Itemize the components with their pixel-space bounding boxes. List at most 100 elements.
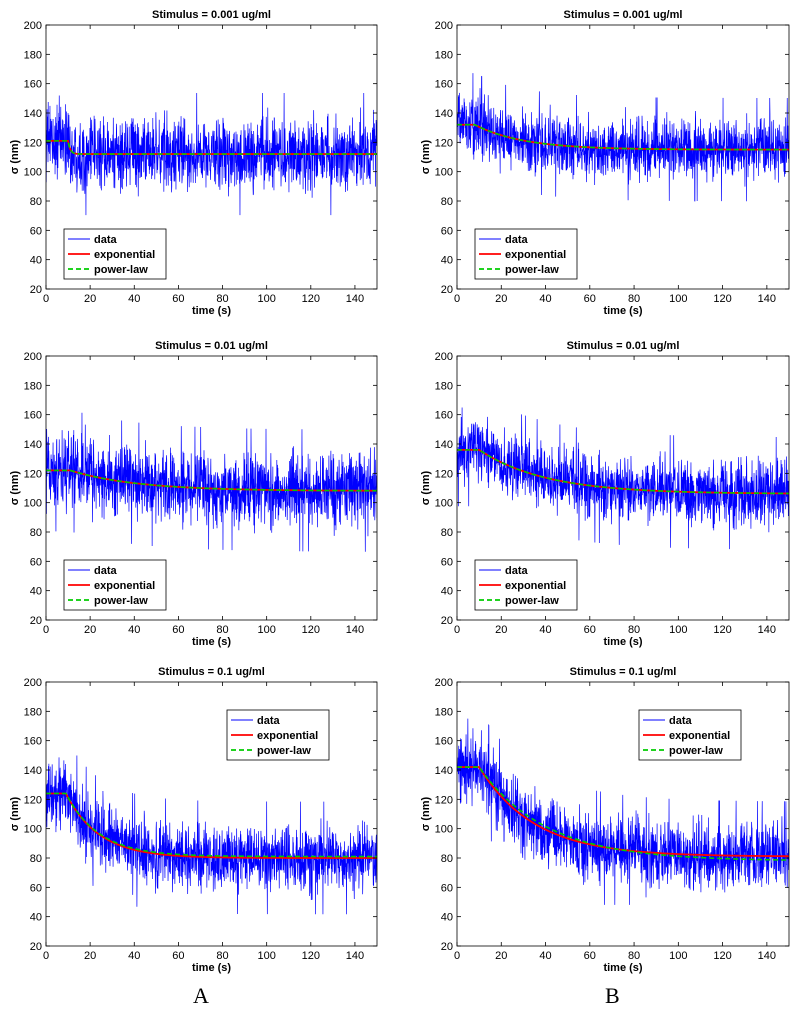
panel-b1-ytick-label: 200 — [435, 20, 453, 32]
panel-a3-ytick-label: 100 — [24, 824, 42, 836]
panel-b1-legend-label-exponential: exponential — [505, 249, 566, 261]
panel-a3-xtick-label: 0 — [43, 950, 49, 962]
panel-b3-legend: data exponential power-law — [638, 709, 742, 761]
panel-a3-ylabel: σ (nm) — [9, 796, 21, 831]
panel-a3-series-power-law — [46, 792, 377, 858]
panel-b1-ytick-label: 120 — [435, 137, 453, 149]
panel-a1-ytick-label: 20 — [30, 284, 42, 296]
panel-b2-ytick-label: 40 — [441, 586, 453, 598]
panel-a3-xtick-label: 60 — [172, 950, 184, 962]
panel-a1-title: Stimulus = 0.001 ug/ml — [152, 9, 271, 21]
panel-b2-ytick-label: 200 — [435, 351, 453, 363]
panel-a2-xtick-label: 80 — [216, 624, 228, 636]
panel-b2-xtick-label: 140 — [758, 624, 776, 636]
panel-b1-xtick-label: 140 — [758, 293, 776, 305]
panel-b3-title: Stimulus = 0.1 ug/ml — [570, 666, 677, 678]
panel-b3-ytick-label: 180 — [435, 706, 453, 718]
panel-b2-title: Stimulus = 0.01 ug/ml — [567, 340, 680, 352]
panel-a1-xlabel: time (s) — [192, 305, 231, 317]
panel-a3-title: Stimulus = 0.1 ug/ml — [158, 666, 265, 678]
panel-a1-xtick-label: 100 — [257, 293, 275, 305]
panel-b1-title: Stimulus = 0.001 ug/ml — [564, 9, 683, 21]
panel-b3-ytick-label: 60 — [441, 882, 453, 894]
panel-b3-xtick-label: 100 — [669, 950, 687, 962]
panel-b3-ytick-label: 100 — [435, 824, 453, 836]
panel-a3-ytick-label: 160 — [24, 736, 42, 748]
panel-b3-ytick-label: 160 — [435, 736, 453, 748]
panel-a3-xlabel: time (s) — [192, 962, 231, 974]
panel-b1-legend-label-data: data — [505, 234, 529, 246]
panel-b1-ytick-label: 60 — [441, 225, 453, 237]
panel-b3-xtick-label: 60 — [584, 950, 596, 962]
panel-b2-series-data — [457, 407, 789, 550]
panel-b3-legend-label-exponential: exponential — [669, 730, 730, 742]
panel-b1-series-power-law — [457, 123, 789, 151]
panel-a2: 0 20 40 60 80 100 120 1402040608010012014016018… — [9, 340, 378, 648]
panel-b1-xtick-label: 80 — [628, 293, 640, 305]
panel-a1-ylabel: σ (nm) — [9, 139, 21, 174]
panel-b3-series-data — [457, 718, 789, 905]
panel-a2-axes-box — [45, 355, 378, 621]
panel-b3-xtick-label: 140 — [758, 950, 776, 962]
panel-a1-legend-label-exponential: exponential — [94, 249, 155, 261]
panel-a1-ytick-label: 200 — [24, 20, 42, 32]
panel-a2-xtick-label: 20 — [84, 624, 96, 636]
panel-b1-ytick-label: 80 — [441, 196, 453, 208]
panel-a3-xtick-label: 20 — [84, 950, 96, 962]
panel-b2-legend: data exponential power-law — [474, 559, 578, 611]
panel-a3-ytick-label: 180 — [24, 706, 42, 718]
panel-b1: 0 20 40 60 80 100 120 1402040608010012014016018… — [420, 9, 790, 317]
panel-b3-xtick-label: 40 — [539, 950, 551, 962]
panel-a1-legend-label-power-law: power-law — [94, 264, 148, 276]
panel-b2-xtick-label: 60 — [584, 624, 596, 636]
panel-a2-ytick-label: 100 — [24, 498, 42, 510]
panel-b2-ytick-label: 100 — [435, 498, 453, 510]
panel-a1-xtick-label: 40 — [128, 293, 140, 305]
panel-b2-ylabel: σ (nm) — [420, 470, 432, 505]
panel-a2-ytick-label: 60 — [30, 556, 42, 568]
panel-b3-xtick-label: 20 — [495, 950, 507, 962]
panel-a1-axes-box — [45, 24, 378, 290]
panel-b1-ytick-label: 160 — [435, 79, 453, 91]
panel-b1-xlabel: time (s) — [603, 305, 642, 317]
panel-b2-legend-label-exponential: exponential — [505, 580, 566, 592]
panel-a3-legend-label-data: data — [257, 715, 281, 727]
panel-a2-legend-label-exponential: exponential — [94, 580, 155, 592]
panel-b3-axes-box — [456, 681, 790, 947]
panel-a3-ytick-label: 60 — [30, 882, 42, 894]
panel-a1-series-data — [46, 93, 377, 216]
panel-b2-axes-box — [456, 355, 790, 621]
panel-a3-xtick-label: 120 — [302, 950, 320, 962]
panel-b1-ytick-label: 100 — [435, 167, 453, 179]
panel-b1-legend-label-power-law: power-law — [505, 264, 559, 276]
panel-b2-legend-label-power-law: power-law — [505, 595, 559, 607]
panel-a2-ytick-label: 80 — [30, 527, 42, 539]
panel-b3-ytick-label: 20 — [441, 941, 453, 953]
panel-a1-ytick-label: 80 — [30, 196, 42, 208]
panel-b1-ytick-label: 140 — [435, 108, 453, 120]
panel-b3-ylabel: σ (nm) — [420, 796, 432, 831]
panel-a1-legend: data exponential power-law — [63, 228, 167, 280]
panel-b3: 0 20 40 60 80 100 120 1402040608010012014016018… — [420, 666, 790, 974]
panel-a1-xtick-label: 0 — [43, 293, 49, 305]
panel-a2-xtick-label: 100 — [257, 624, 275, 636]
panel-a3-ytick-label: 140 — [24, 765, 42, 777]
panel-b2-legend-label-data: data — [505, 565, 529, 577]
panel-a3-series-data — [46, 755, 377, 915]
panel-a1-ytick-label: 100 — [24, 167, 42, 179]
panel-b3-legend-label-power-law: power-law — [669, 745, 723, 757]
panel-a3-series-exponential — [46, 792, 377, 859]
panel-b2-xtick-label: 80 — [628, 624, 640, 636]
panel-b2-ytick-label: 140 — [435, 439, 453, 451]
column-label-b: B — [605, 983, 620, 1008]
panel-b3-ytick-label: 120 — [435, 794, 453, 806]
panel-b3-ytick-label: 80 — [441, 853, 453, 865]
panel-a1-ytick-label: 120 — [24, 137, 42, 149]
panel-a3-legend-label-power-law: power-law — [257, 745, 311, 757]
panel-b1-xtick-label: 20 — [495, 293, 507, 305]
panel-b1-ylabel: σ (nm) — [420, 139, 432, 174]
panel-a2-ytick-label: 180 — [24, 380, 42, 392]
panel-a2-xlabel: time (s) — [192, 636, 231, 648]
panel-a2-xtick-label: 60 — [172, 624, 184, 636]
panel-a3-xtick-label: 100 — [257, 950, 275, 962]
